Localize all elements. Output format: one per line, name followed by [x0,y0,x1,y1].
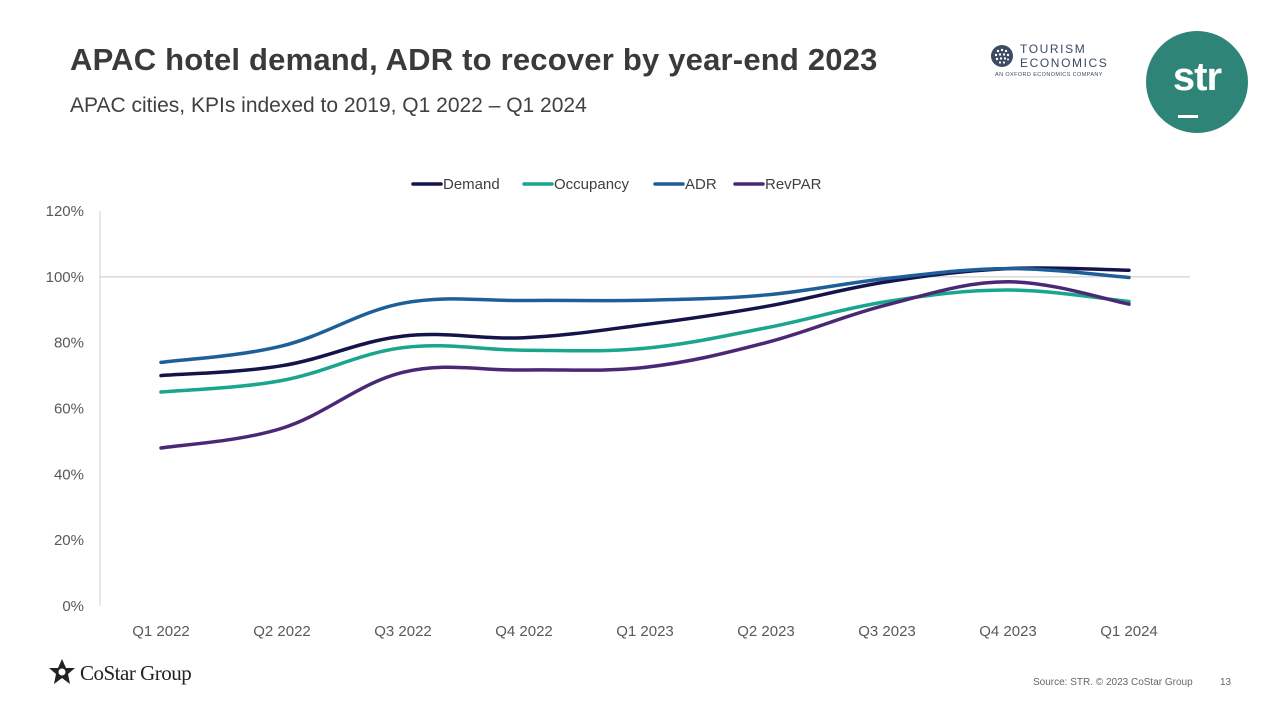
chart-legend: Demand Occupancy ADR RevPAR [411,176,822,193]
legend-label: RevPAR [765,176,822,193]
legend-item-occupancy: Occupancy [522,176,630,193]
x-axis: Q1 2022 Q2 2022 Q3 2022 Q4 2022 Q1 2023 Q2 20… [132,623,1158,640]
y-tick-label: 60% [54,401,84,418]
costar-logo-text: CoStar Group [80,661,192,685]
x-tick-label: Q2 2022 [253,623,311,640]
legend-label: Demand [443,176,500,193]
legend-label: Occupancy [554,176,630,193]
page-subtitle: APAC cities, KPIs indexed to 2019, Q1 20… [70,94,587,117]
x-tick-label: Q3 2023 [858,623,916,640]
y-tick-label: 40% [54,466,84,483]
str-logo-text: str [1172,55,1222,99]
x-tick-label: Q4 2023 [979,623,1037,640]
y-tick-label: 100% [46,269,84,286]
str-logo: str [1146,31,1248,133]
costar-star-icon [49,659,75,684]
legend-item-demand: Demand [411,176,500,193]
page-title: APAC hotel demand, ADR to recover by yea… [70,42,878,77]
globe-icon [991,45,1013,67]
y-tick-label: 0% [62,598,84,615]
costar-logo: CoStar Group [48,658,208,688]
series-line-adr [159,266,1131,365]
x-tick-label: Q1 2024 [1100,623,1158,640]
tourism-logo-line3: AN OXFORD ECONOMICS COMPANY [995,72,1103,78]
series-line-occupancy [159,288,1131,394]
y-axis: 0% 20% 40% 60% 80% 100% 120% [46,203,1190,615]
x-tick-label: Q3 2022 [374,623,432,640]
legend-item-adr: ADR [653,176,717,193]
str-logo-underline [1178,115,1198,118]
y-tick-label: 20% [54,532,84,549]
x-tick-label: Q4 2022 [495,623,553,640]
legend-label: ADR [685,176,717,193]
x-tick-label: Q2 2023 [737,623,795,640]
chart-series [159,266,1131,450]
series-line-revpar [159,280,1131,450]
x-tick-label: Q1 2022 [132,623,190,640]
legend-item-revpar: RevPAR [733,176,822,193]
tourism-logo-line1: TOURISM [1020,42,1087,56]
source-note: Source: STR. © 2023 CoStar Group [1033,677,1193,688]
x-tick-label: Q1 2023 [616,623,674,640]
y-tick-label: 120% [46,203,84,220]
page-number: 13 [1220,677,1232,688]
tourism-logo-line2: ECONOMICS [1020,56,1109,70]
tourism-economics-logo: TOURISM ECONOMICS AN OXFORD ECONOMICS CO… [990,42,1110,82]
y-tick-label: 80% [54,335,84,352]
